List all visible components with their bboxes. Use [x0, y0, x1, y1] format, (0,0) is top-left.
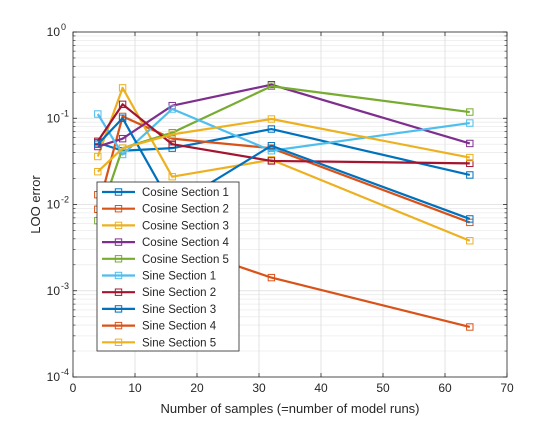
- legend-item: Sine Section 5: [102, 337, 216, 349]
- legend-marker: [114, 255, 123, 263]
- x-tick-label: 50: [376, 381, 390, 395]
- y-tick-label: 10: [47, 198, 61, 212]
- data-point: [118, 144, 127, 152]
- legend-label: Sine Section 4: [142, 321, 217, 333]
- legend-label: Cosine Section 3: [142, 220, 229, 232]
- data-point: [466, 159, 474, 168]
- x-tick-label: 0: [70, 381, 77, 395]
- data-point: [118, 134, 127, 143]
- data-point: [466, 139, 474, 148]
- legend-label: Sine Section 2: [142, 287, 216, 299]
- y-tick-label-base: 10: [47, 370, 61, 384]
- y-axis-label: LOO error: [28, 175, 43, 234]
- legend-item: Cosine Section 3: [102, 220, 229, 232]
- legend-label: Sine Section 5: [142, 337, 216, 349]
- data-point: [267, 125, 276, 133]
- legend-marker: [114, 205, 123, 213]
- series-line: [96, 85, 470, 221]
- y-tick-label-exponent: -3: [61, 281, 69, 291]
- legend-label: Sine Section 3: [142, 304, 216, 316]
- legend-item: Cosine Section 2: [102, 204, 229, 216]
- data-point: [168, 105, 176, 113]
- y-tick-label-exponent: -1: [61, 108, 69, 118]
- series-line: [96, 115, 471, 224]
- series-line: [97, 117, 471, 173]
- y-tick-label: 10: [47, 370, 61, 384]
- legend-marker: [114, 305, 123, 313]
- data-point: [466, 215, 474, 223]
- x-tick-label: 70: [500, 381, 514, 395]
- data-point: [267, 157, 276, 165]
- data-point: [94, 140, 102, 148]
- x-tick-label: 30: [252, 381, 266, 395]
- data-point: [466, 323, 474, 331]
- data-point: [466, 237, 474, 245]
- y-tick-label: 10: [47, 284, 61, 298]
- data-point: [466, 119, 474, 127]
- series-6: [94, 105, 474, 159]
- data-point: [118, 114, 127, 122]
- y-tick-label: 10: [47, 25, 61, 39]
- series-line: [96, 103, 470, 165]
- legend-item: Cosine Section 5: [102, 254, 229, 266]
- y-tick-label-base: 10: [47, 111, 61, 125]
- data-point: [267, 115, 276, 123]
- legend-label: Sine Section 1: [142, 271, 216, 283]
- data-point: [118, 84, 127, 92]
- data-point: [466, 171, 474, 179]
- data-point: [267, 147, 276, 155]
- data-point: [466, 153, 474, 162]
- y-tick-label-base: 10: [47, 198, 61, 212]
- legend-marker: [114, 288, 123, 296]
- y-tick-label: 10: [47, 111, 61, 125]
- y-tick-label-exponent: 0: [61, 22, 66, 32]
- data-point: [267, 142, 276, 150]
- series-10: [94, 115, 474, 176]
- data-point: [168, 130, 176, 139]
- y-tick-label-exponent: -4: [61, 367, 69, 377]
- data-point: [94, 168, 102, 176]
- legend-marker: [114, 238, 123, 246]
- legend-item: Sine Section 1: [102, 271, 216, 283]
- data-point: [267, 82, 276, 90]
- x-axis-label: Number of samples (=number of model runs…: [160, 401, 419, 416]
- ticks: [72, 31, 508, 378]
- y-tick-label-base: 10: [47, 25, 61, 39]
- data-point: [466, 108, 474, 116]
- legend-label: Cosine Section 1: [142, 187, 229, 199]
- legend-item: Sine Section 2: [102, 287, 216, 299]
- series-line: [96, 107, 470, 156]
- data-point: [168, 173, 176, 181]
- data-point: [118, 100, 127, 109]
- x-tick-label: 10: [128, 381, 142, 395]
- legend-item: Cosine Section 4: [102, 237, 230, 249]
- legend-marker: [114, 221, 123, 230]
- x-tick-label: 20: [190, 381, 204, 395]
- data-point: [267, 273, 276, 282]
- x-tick-label: 60: [438, 381, 452, 395]
- legend-item: Sine Section 3: [102, 304, 216, 316]
- legend-label: Cosine Section 2: [142, 204, 229, 216]
- data-point: [168, 140, 176, 148]
- legend-item: Sine Section 4: [102, 321, 217, 333]
- legend-marker: [114, 271, 123, 280]
- y-tick-label-base: 10: [47, 284, 61, 298]
- data-point: [94, 152, 102, 161]
- y-tick-label-exponent: -2: [61, 195, 69, 205]
- legend-label: Cosine Section 5: [142, 254, 229, 266]
- legend-marker: [114, 321, 123, 330]
- series-line: [96, 86, 471, 242]
- data-point: [94, 110, 102, 118]
- legend-marker: [114, 338, 123, 347]
- legend-label: Cosine Section 4: [142, 237, 230, 249]
- x-tick-label: 40: [314, 381, 328, 395]
- legend: Cosine Section 1 Cosine Section 2 Cosine S…: [96, 181, 240, 352]
- legend-item: Cosine Section 1: [102, 187, 229, 199]
- legend-marker: [114, 188, 123, 196]
